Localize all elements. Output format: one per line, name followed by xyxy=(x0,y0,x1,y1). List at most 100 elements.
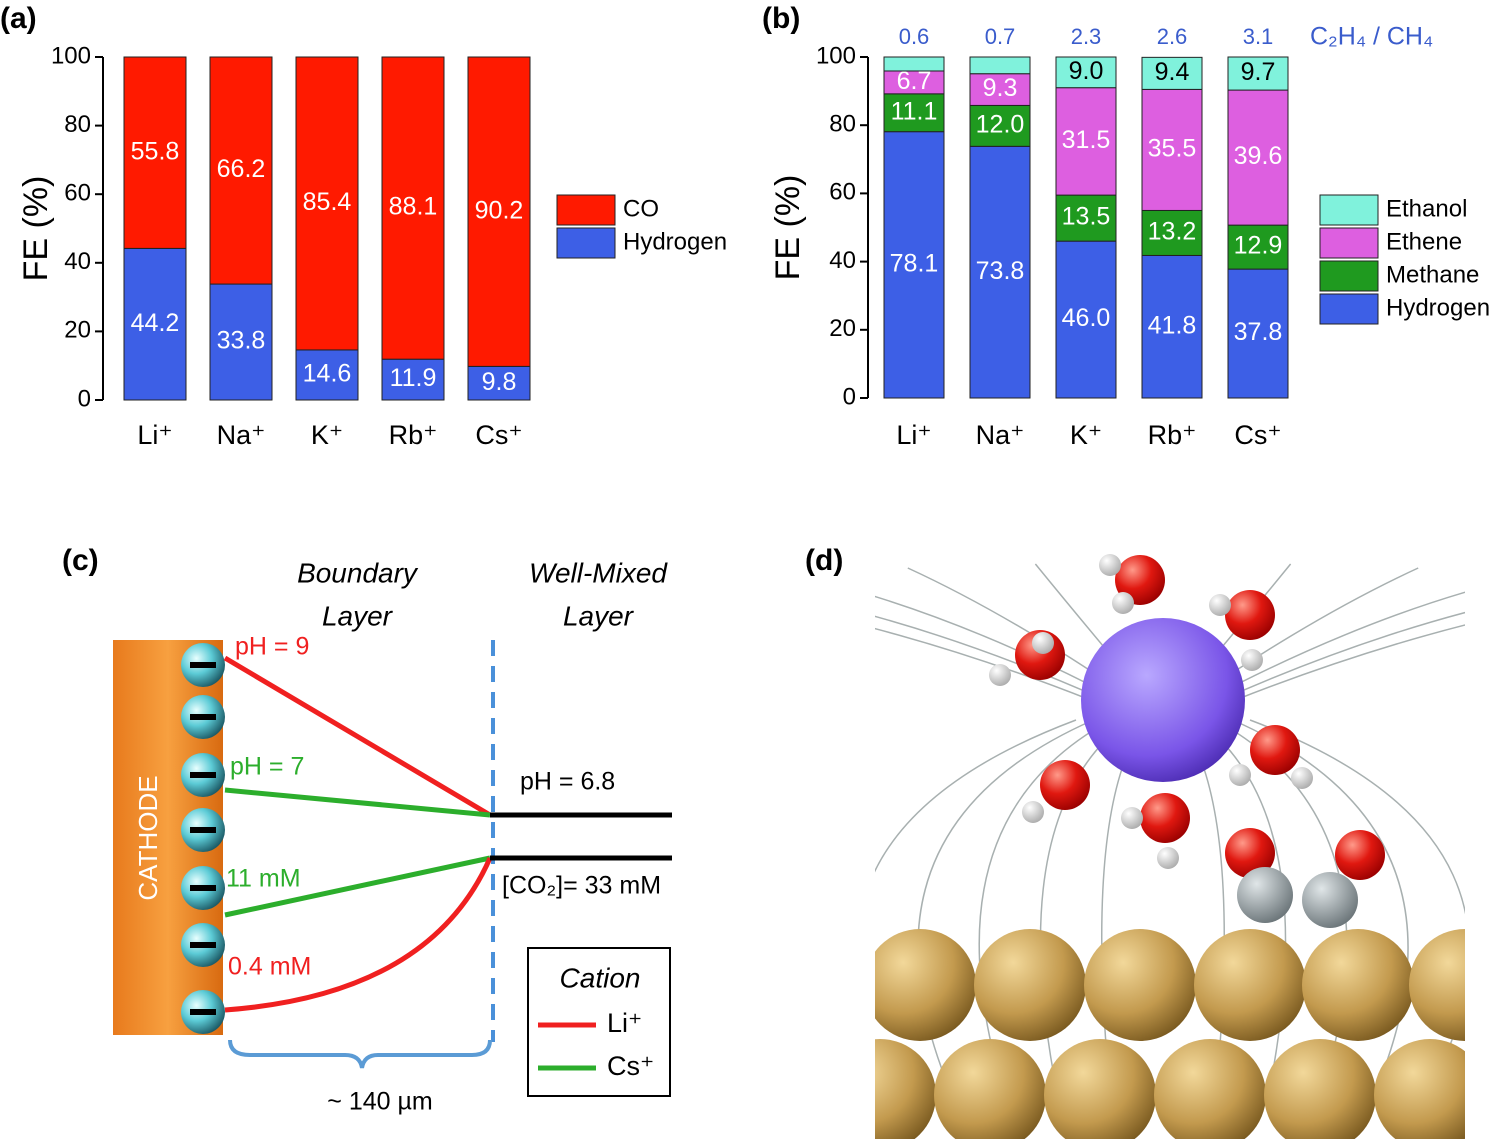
gold-atom xyxy=(1194,929,1306,1041)
field-line xyxy=(875,595,1120,701)
value-label: 90.2 xyxy=(475,196,524,224)
y-tick-label: 80 xyxy=(64,111,91,138)
cation xyxy=(1081,618,1245,782)
gold-atom xyxy=(1374,1039,1465,1139)
annotation: 0.4 mM xyxy=(228,953,311,981)
hydrogen xyxy=(1209,594,1231,616)
field-line xyxy=(875,719,1077,1101)
gold-atom xyxy=(1154,1039,1266,1139)
field-line xyxy=(1235,624,1465,701)
value-label: 9.8 xyxy=(482,368,517,396)
x-tick-label: Cs⁺ xyxy=(1234,420,1281,450)
ratio-label: 0.6 xyxy=(899,24,930,49)
bar-segment xyxy=(1055,56,1117,89)
region-label: Well-Mixed xyxy=(529,557,668,588)
gold-atom xyxy=(1084,929,1196,1041)
field-line xyxy=(1206,591,1465,701)
x-tick-label: K⁺ xyxy=(311,420,343,450)
panel-c: (c) Boundary Layer Well-Mixed Layer CATH… xyxy=(62,544,672,1116)
y-axis-label: FE (%) xyxy=(17,176,55,282)
hydrogen xyxy=(1291,767,1313,789)
bar-segment xyxy=(1227,224,1289,270)
value-label: 37.8 xyxy=(1234,318,1283,346)
x-tick-label: Li⁺ xyxy=(896,420,931,450)
bar-segment xyxy=(1227,89,1289,226)
bar-segment xyxy=(1141,56,1203,90)
legend-swatch xyxy=(1319,293,1379,325)
bar-segment xyxy=(295,56,359,351)
region-label: Layer xyxy=(322,600,394,631)
brace xyxy=(228,1039,492,1069)
y-tick-label: 60 xyxy=(64,180,91,207)
panel-label: (b) xyxy=(762,2,800,35)
profile-line xyxy=(223,655,492,818)
y-tick-label: 40 xyxy=(829,247,856,274)
legend-swatch xyxy=(1319,260,1379,292)
ratio-label: 0.7 xyxy=(985,24,1016,49)
annotation: ~ 140 µm xyxy=(327,1088,432,1116)
bar-segment xyxy=(883,131,945,399)
gold-atom xyxy=(934,1039,1046,1139)
bar-segment xyxy=(883,93,945,133)
value-label: 73.8 xyxy=(976,257,1025,285)
ratio-label: 2.6 xyxy=(1157,24,1188,49)
gold-atom xyxy=(1044,1039,1156,1139)
value-label: 11.1 xyxy=(891,97,938,125)
minus-sign xyxy=(190,827,216,833)
value-label: 9.4 xyxy=(1155,58,1190,86)
panel-d-image xyxy=(875,554,1465,1139)
value-label: 85.4 xyxy=(303,188,352,216)
region-label: Layer xyxy=(563,600,635,631)
legend-label: Ethanol xyxy=(1386,195,1467,222)
legend-label: Hydrogen xyxy=(623,228,727,255)
value-label: 6.7 xyxy=(897,67,932,95)
value-label: 88.1 xyxy=(389,193,438,221)
value-label: 41.8 xyxy=(1148,311,1197,339)
legend-label: Methane xyxy=(1386,261,1479,288)
bar-segment xyxy=(381,358,445,401)
carbon xyxy=(1302,872,1358,928)
legend-swatch xyxy=(1319,194,1379,226)
bar-segment xyxy=(295,349,359,401)
minus-sign xyxy=(190,772,216,778)
value-label: 55.8 xyxy=(131,137,180,165)
x-tick-label: K⁺ xyxy=(1070,420,1102,450)
region-label: Boundary xyxy=(297,557,419,588)
ratio-label: 3.1 xyxy=(1243,24,1274,49)
bar-segment xyxy=(1227,56,1289,91)
bar-segment xyxy=(209,56,273,285)
gold-atom xyxy=(1264,1039,1376,1139)
oxygen xyxy=(1225,828,1275,878)
hydrogen xyxy=(1022,801,1044,823)
minus-sign xyxy=(190,942,216,948)
y-tick-label: 100 xyxy=(816,42,856,69)
legend-box xyxy=(527,947,671,1097)
legend-swatch xyxy=(556,227,616,259)
annotation: [CO₂]= 33 mM xyxy=(502,872,661,900)
legend-label: CO xyxy=(623,195,659,222)
y-tick-label: 20 xyxy=(829,315,856,342)
bar-segment xyxy=(1141,209,1203,256)
y-tick-label: 80 xyxy=(829,111,856,138)
bar-segment xyxy=(969,104,1031,147)
legend-swatch xyxy=(1319,227,1379,259)
bar-segment xyxy=(123,247,187,401)
x-tick-label: Rb⁺ xyxy=(389,420,438,450)
value-label: 44.2 xyxy=(131,309,180,337)
hydrogen xyxy=(989,664,1011,686)
ratio-label: 2.3 xyxy=(1071,24,1102,49)
panel-label: (a) xyxy=(0,2,37,35)
value-label: 35.5 xyxy=(1148,135,1197,163)
value-label: 9.0 xyxy=(1069,57,1104,85)
legend-label: Ethene xyxy=(1386,228,1462,255)
oxygen xyxy=(1115,555,1165,605)
bar-segment xyxy=(467,56,531,367)
legend-swatch xyxy=(556,194,616,226)
gold-atom xyxy=(974,929,1086,1041)
value-label: 11.9 xyxy=(390,364,437,392)
hydrogen xyxy=(1241,649,1263,671)
x-tick-label: Cs⁺ xyxy=(475,420,522,450)
electrons xyxy=(181,643,225,1034)
